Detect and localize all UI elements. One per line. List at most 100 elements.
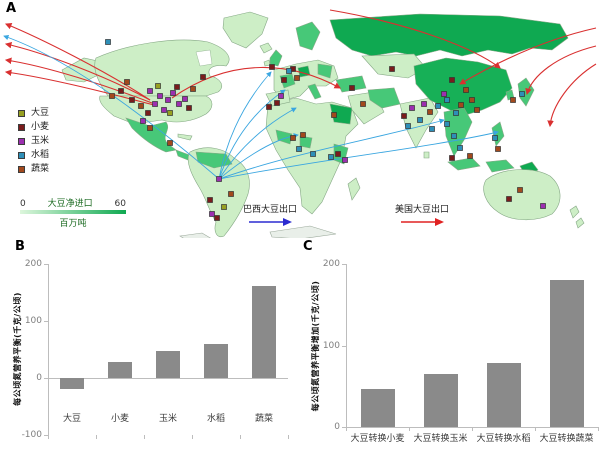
- legend-item: 小麦: [18, 120, 49, 134]
- y-tick-label: 200: [24, 259, 42, 269]
- legend-item: 水稻: [18, 148, 49, 162]
- crop-marker-corn: [157, 93, 163, 99]
- crop-marker-veg: [495, 146, 501, 152]
- crop-marker-corn: [441, 91, 447, 97]
- crop-marker-rice: [453, 110, 459, 116]
- crop-marker-veg: [290, 135, 296, 141]
- chart-nitrogen-balance-increase: 每公顷氮营养平衡增加(千克/公顷) 200 100 0 大豆转换小麦 大豆转换玉米 大豆转…: [300, 238, 600, 450]
- crop-marker-wheat: [349, 85, 355, 91]
- crop-marker-soy: [221, 204, 227, 210]
- crop-marker-wheat: [200, 74, 206, 80]
- crop-marker-wheat: [186, 105, 192, 111]
- crop-marker-rice: [435, 103, 441, 109]
- crop-marker-wheat: [506, 196, 512, 202]
- x-tick-mark: [240, 435, 241, 439]
- crop-marker-veg: [190, 86, 196, 92]
- trade-flow-blue: [218, 118, 445, 180]
- crop-marker-veg: [300, 132, 306, 138]
- bar-水稻: [204, 343, 228, 378]
- bar-大豆转换蔬菜: [549, 280, 584, 427]
- x-category-label: 大豆: [62, 414, 81, 424]
- y-tick-mark: [342, 427, 346, 428]
- crop-markers: [105, 39, 546, 221]
- crop-marker-wheat: [129, 97, 135, 103]
- x-tick-mark: [346, 427, 347, 431]
- crop-marker-wheat: [269, 64, 275, 70]
- crop-marker-corn: [147, 88, 153, 94]
- crop-marker-rice: [519, 91, 525, 97]
- brazil-arrow-icon: [249, 218, 292, 226]
- crop-marker-rice: [328, 154, 334, 160]
- y-tick-mark: [44, 321, 48, 322]
- crop-marker-soy: [167, 110, 173, 116]
- trade-flow-blue: [218, 71, 272, 180]
- crop-marker-rice: [429, 126, 435, 132]
- panel-c-label: C: [303, 239, 313, 254]
- crop-marker-rice: [457, 145, 463, 151]
- trade-flows: [3, 9, 597, 180]
- crop-marker-wheat: [274, 100, 280, 106]
- bar-小麦: [108, 362, 132, 378]
- crop-marker-veg: [360, 101, 366, 107]
- crop-marker-veg: [167, 140, 173, 146]
- crop-marker-veg: [331, 112, 337, 118]
- crop-marker-rice: [451, 133, 457, 139]
- crop-marker-rice: [405, 123, 411, 129]
- crop-marker-wheat: [145, 110, 151, 116]
- legend-swatch: [18, 151, 25, 159]
- crop-marker-corn: [421, 101, 427, 107]
- crop-marker-wheat: [281, 77, 287, 83]
- panel-b-label: B: [15, 239, 25, 254]
- chart-b-ylabel: 每公顷氮营养平衡(千克/公顷): [13, 292, 22, 406]
- x-tick-mark: [144, 435, 145, 439]
- bar-大豆转换小麦: [360, 388, 395, 427]
- legend-label: 小麦: [31, 121, 50, 132]
- brazil-export-label: 巴西大豆出口: [242, 205, 297, 215]
- crop-marker-corn: [342, 157, 348, 163]
- x-tick-mark: [96, 435, 97, 439]
- bar-大豆转换水稻: [486, 363, 521, 427]
- y-tick-label: 0: [36, 373, 42, 383]
- bar-大豆转换玉米: [423, 374, 458, 427]
- us-export-key: 美国大豆出口: [384, 202, 460, 227]
- y-tick-mark: [342, 264, 346, 265]
- crop-marker-rice: [444, 97, 450, 103]
- trade-flow-red: [459, 27, 597, 85]
- scale-unit: 百万吨: [59, 219, 87, 229]
- crop-marker-veg: [517, 187, 523, 193]
- crop-marker-corn: [216, 176, 222, 182]
- x-tick-mark: [288, 435, 289, 439]
- crop-marker-corn: [140, 118, 146, 124]
- y-tick-mark: [44, 264, 48, 265]
- world-map: [3, 9, 597, 238]
- x-category-label: 大豆转换水稻: [476, 434, 531, 444]
- x-tick-mark: [472, 427, 473, 431]
- trade-flow-red: [4, 23, 151, 101]
- crop-marker-wheat: [401, 113, 407, 119]
- crop-marker-wheat: [389, 66, 395, 72]
- legend-label: 水稻: [31, 149, 50, 160]
- crop-marker-rice: [286, 68, 292, 74]
- trade-flow-red: [547, 63, 597, 128]
- crop-marker-wheat: [266, 104, 272, 110]
- crop-marker-veg: [427, 109, 433, 115]
- y-tick-label: 0: [334, 422, 340, 432]
- x-category-label: 大豆转换小麦: [350, 434, 405, 444]
- legend-label: 玉米: [31, 135, 50, 146]
- scale-min: 0: [20, 199, 26, 209]
- crop-marker-rice: [444, 121, 450, 127]
- crop-marker-rice: [310, 151, 316, 157]
- crop-marker-veg: [294, 75, 300, 81]
- crop-marker-wheat: [449, 77, 455, 83]
- import-scale: 0 大豆净进口 60 百万吨: [20, 196, 126, 229]
- crop-marker-wheat: [207, 197, 213, 203]
- bar-玉米: [156, 351, 180, 378]
- x-tick-mark: [535, 427, 536, 431]
- legend-label: 蔬菜: [31, 163, 50, 174]
- map-legend: 大豆 小麦 玉米 水稻 蔬菜: [18, 106, 49, 176]
- crop-marker-corn: [540, 203, 546, 209]
- y-tick-label: 100: [322, 340, 340, 351]
- trade-flow-red: [171, 66, 341, 99]
- x-tick-mark: [409, 427, 410, 431]
